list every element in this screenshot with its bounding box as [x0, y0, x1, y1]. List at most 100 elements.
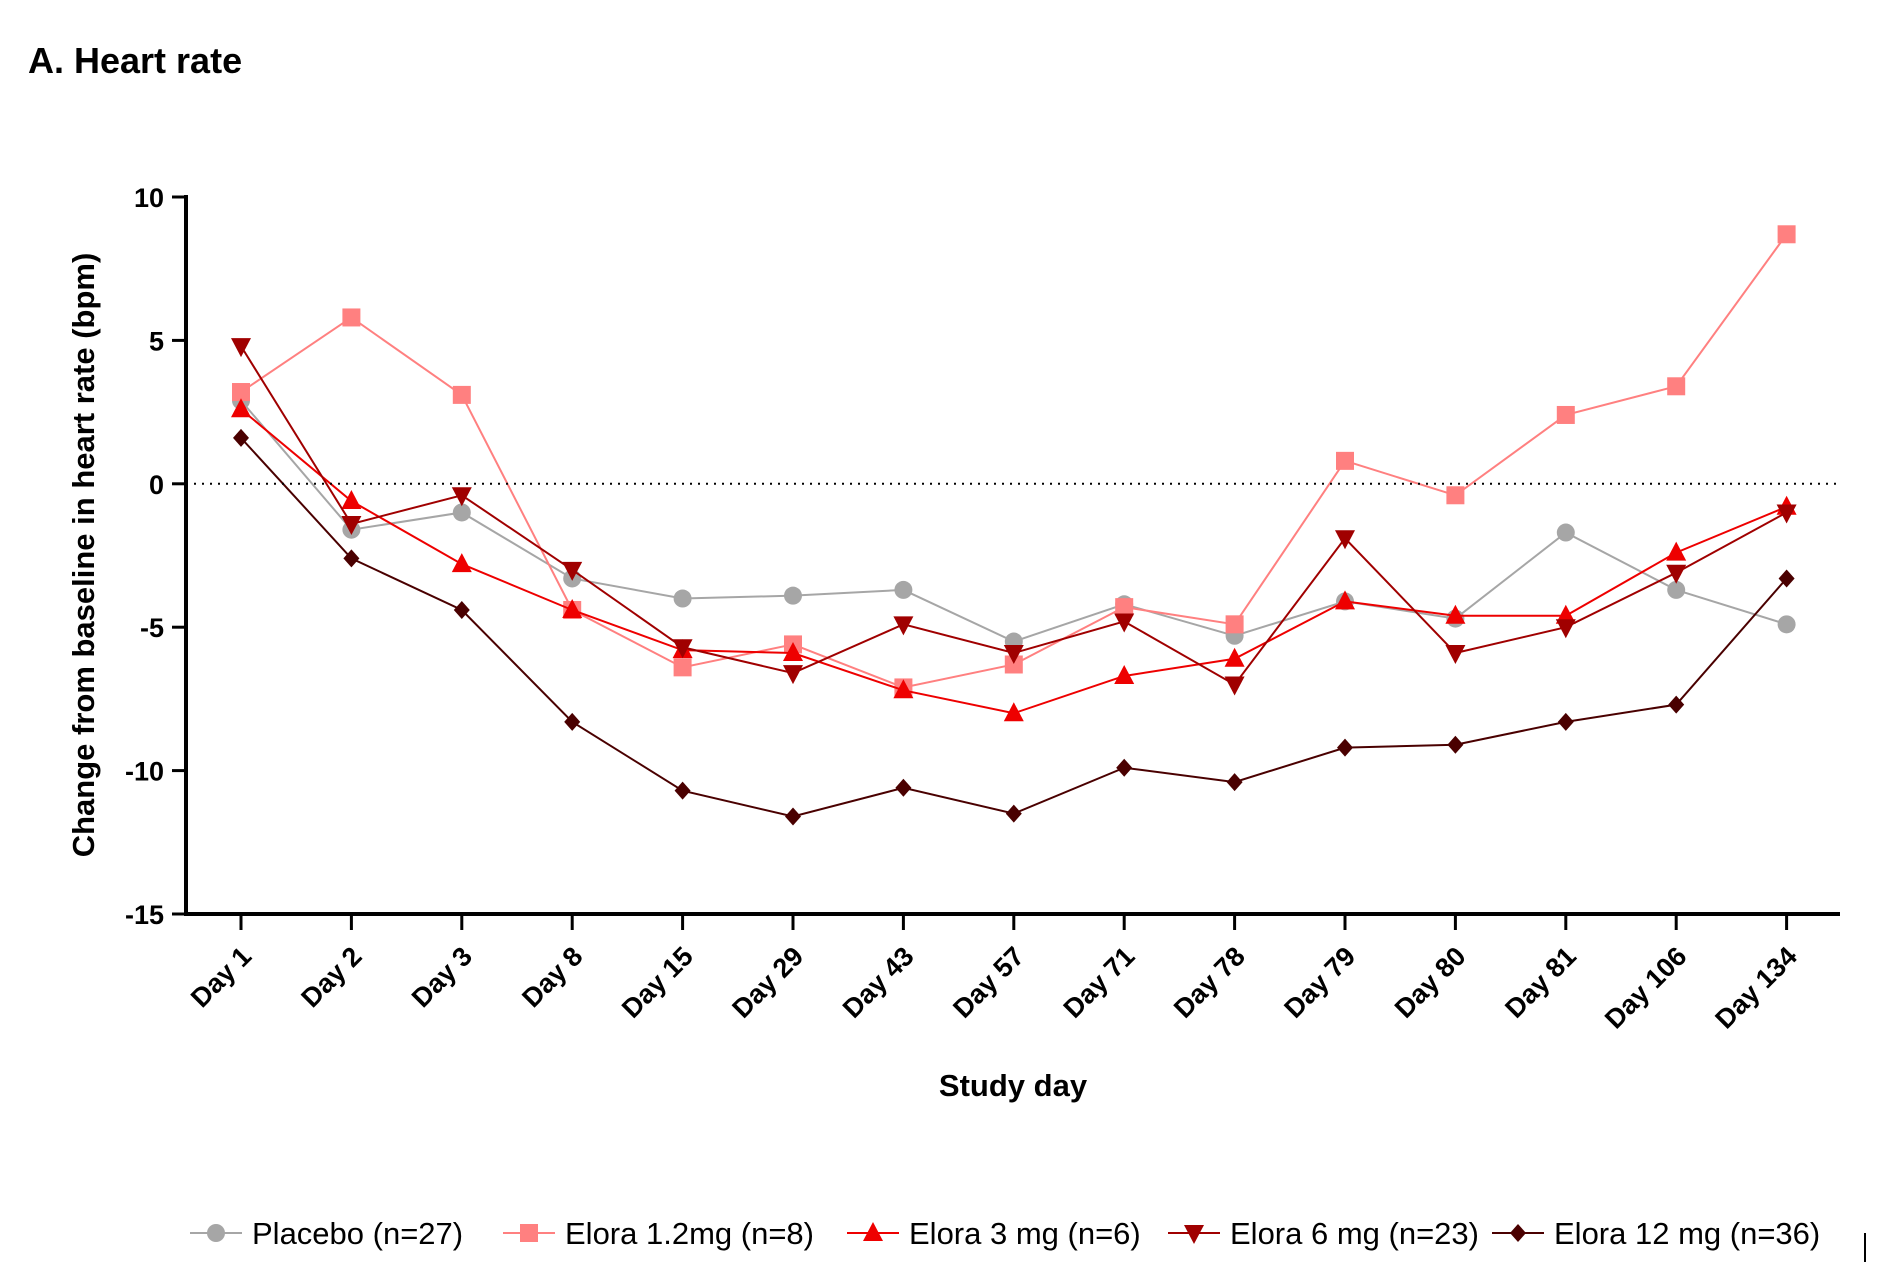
data-point: [452, 385, 471, 404]
data-point: [1666, 541, 1687, 561]
data-point: [1446, 486, 1465, 505]
x-tick-label: Day 2: [295, 941, 367, 1013]
series-line: [240, 399, 1787, 643]
y-tick-label: 0: [149, 470, 164, 500]
x-tick-label: Day 78: [1168, 941, 1251, 1024]
legend-marker: [1184, 1225, 1204, 1244]
x-tick-label: Day 80: [1389, 941, 1472, 1024]
data-point: [1225, 615, 1244, 634]
data-point: [1005, 804, 1022, 823]
series-layer: [231, 225, 1797, 826]
data-point: [1224, 676, 1245, 696]
data-point: [453, 600, 470, 619]
y-axis-title: Change from baseline in heart rate (bpm): [66, 253, 101, 858]
data-point: [895, 778, 912, 797]
legend-label: Placebo (n=27): [252, 1216, 463, 1251]
data-point: [1116, 758, 1133, 777]
data-point: [562, 561, 583, 581]
data-point: [673, 658, 692, 677]
series-5: [233, 428, 1795, 826]
data-point: [894, 580, 913, 599]
x-tick-label: Day 15: [616, 941, 699, 1024]
data-point: [1776, 504, 1797, 524]
legend: Placebo (n=27) Elora 1.2mg (n=8) Elora 3 m…: [190, 1216, 1820, 1251]
y-tick-label: 10: [134, 183, 164, 213]
legend-item: Elora 3 mg (n=6): [847, 1216, 1141, 1251]
legend-item: Elora 6 mg (n=23): [1168, 1216, 1479, 1251]
data-point: [1777, 225, 1796, 244]
series-4: [231, 338, 1797, 696]
series-2: [232, 225, 1796, 697]
data-point: [341, 490, 362, 510]
data-point: [1555, 604, 1576, 624]
x-tick-label: Day 1: [185, 941, 257, 1013]
data-point: [1336, 451, 1354, 470]
legend-marker: [207, 1224, 225, 1242]
x-axis-title: Study day: [939, 1068, 1088, 1103]
legend-item: Elora 12 mg (n=36): [1492, 1216, 1820, 1251]
data-point: [1667, 377, 1686, 396]
y-tick-label: -10: [125, 757, 164, 787]
x-tick-label: Day 134: [1709, 941, 1802, 1034]
x-tick-label: Day 79: [1278, 941, 1361, 1024]
data-point: [1115, 598, 1134, 617]
x-tick-label: Day 43: [837, 941, 920, 1024]
y-tick-label: -15: [125, 900, 164, 930]
data-point: [1556, 523, 1575, 542]
x-tick-label: Day 8: [516, 941, 588, 1013]
data-point: [341, 515, 362, 535]
data-point: [452, 503, 471, 522]
x-tick-label: Day 3: [406, 941, 478, 1013]
x-tick-label: Day 57: [947, 941, 1030, 1024]
y-tick-label: 5: [149, 326, 164, 356]
x-tick-label: Day 81: [1499, 941, 1582, 1024]
data-point: [1114, 664, 1135, 684]
data-point: [783, 642, 803, 662]
data-point: [1556, 405, 1575, 424]
data-point: [342, 308, 361, 327]
series-line: [240, 233, 1788, 689]
data-point: [231, 338, 251, 358]
legend-label: Elora 12 mg (n=36): [1554, 1216, 1820, 1251]
data-point: [1668, 695, 1685, 714]
data-point: [451, 487, 472, 507]
x-tick-label: Day 71: [1058, 941, 1141, 1024]
x-tick-label: Day 106: [1599, 941, 1692, 1034]
data-point: [1666, 564, 1687, 584]
data-point: [564, 712, 581, 731]
legend-label: Elora 1.2mg (n=8): [565, 1216, 814, 1251]
data-point: [784, 586, 802, 605]
legend-marker: [1510, 1224, 1526, 1242]
data-point: [1003, 645, 1024, 665]
data-point: [1557, 712, 1574, 731]
data-point: [893, 616, 914, 636]
legend-item: Elora 1.2mg (n=8): [503, 1216, 814, 1251]
data-point: [893, 679, 914, 699]
legend-label: Elora 6 mg (n=23): [1230, 1216, 1479, 1251]
data-point: [674, 781, 691, 800]
data-point: [1667, 580, 1686, 599]
data-point: [1114, 613, 1135, 633]
y-tick-label: -5: [140, 613, 164, 643]
legend-item: Placebo (n=27): [190, 1216, 463, 1251]
data-point: [343, 549, 360, 568]
chart-title: A. Heart rate: [28, 40, 243, 81]
data-point: [785, 807, 801, 826]
x-tick-label: Day 29: [726, 941, 809, 1024]
legend-label: Elora 3 mg (n=6): [909, 1216, 1141, 1251]
series-line: [240, 437, 1788, 818]
data-point: [451, 553, 472, 573]
data-point: [1003, 702, 1024, 722]
data-point: [1226, 773, 1243, 792]
data-point: [1004, 655, 1023, 674]
axes-layer: [172, 195, 1840, 930]
data-point: [1447, 735, 1464, 754]
data-point: [1224, 647, 1245, 667]
data-point: [562, 598, 583, 618]
data-point: [232, 383, 250, 402]
data-point: [1555, 619, 1576, 639]
data-point: [1445, 645, 1466, 665]
legend-marker: [520, 1224, 538, 1242]
data-point: [233, 428, 249, 447]
